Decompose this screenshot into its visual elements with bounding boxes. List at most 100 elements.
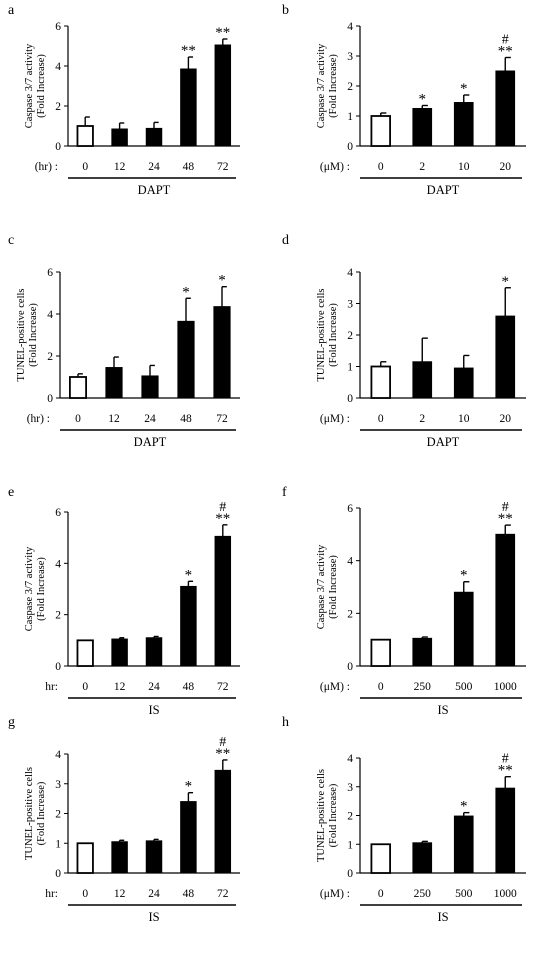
panel-letter: f [282,485,287,500]
panel-letter: h [282,715,289,730]
y-tick-label: 6 [347,503,353,515]
panel-b: b Caspase 3/7 activity(Fold Increase) 0 1 2 3… [282,3,526,197]
x-tick-label: 12 [108,413,120,425]
bar [145,840,163,874]
significance-mark: * [460,799,468,815]
significance-mark: * [419,92,427,108]
bar [76,125,94,147]
panel-letter: c [8,233,14,248]
significance-mark: * [218,273,226,289]
y-tick-label: 4 [55,749,61,761]
y-tick-label: 1 [347,111,353,123]
y-tick-label: 2 [347,81,353,93]
bar [177,320,195,399]
x-tick-label: 72 [217,888,229,900]
y-tick-label: 3 [347,51,353,63]
y-tick-label: 6 [47,267,53,279]
y-axis-label-line: TUNEL-positive cells [24,767,35,860]
bar [105,367,123,399]
significance-mark: * [185,779,193,795]
x-tick-label: 12 [114,161,126,173]
bar [453,102,474,147]
significance-mark: ** [181,43,196,59]
x-tick-label: 0 [378,888,384,900]
bar [412,108,433,147]
significance-mark: ** [498,511,513,527]
y-tick-label: 6 [55,21,61,33]
group-label: IS [148,910,159,924]
y-axis-label-line: (Fold Increase) [328,555,339,619]
y-axis-label-line: Caspase 3/7 activity [316,43,327,128]
y-axis-label-line: (Fold Increase) [28,303,39,367]
x-tick-label: 500 [455,681,473,693]
significance-mark: ** [498,44,513,60]
x-unit-label: (μM) : [320,161,350,173]
panel-letter: e [8,485,14,500]
bar [412,842,433,874]
panel-d: d TUNEL-positive cells(Fold Increase) 0 1 2 3… [282,233,526,449]
x-unit-label: (hr) : [35,161,58,173]
hash-mark: # [219,500,226,515]
y-tick-label: 3 [347,782,353,794]
bar [180,585,197,667]
bar [111,841,128,874]
bar [145,127,163,147]
bar [214,535,232,667]
bar [214,769,232,874]
y-axis-label: TUNEL-positive cells(Fold Increase) [316,769,339,862]
x-unit-label: (μM) : [320,413,350,425]
y-axis-label-line: (Fold Increase) [328,783,339,847]
y-tick-label: 4 [347,753,353,765]
x-unit-label: hr: [45,888,58,900]
y-axis-label-line: (Fold Increase) [328,303,339,367]
x-tick-label: 0 [75,413,81,425]
group-label: IS [148,703,159,717]
x-tick-label: 250 [414,888,432,900]
y-tick-label: 1 [347,362,353,374]
bar [145,637,163,667]
y-tick-label: 4 [55,558,61,570]
significance-mark: ** [215,511,230,527]
x-tick-label: 20 [500,413,512,425]
y-axis-label-line: (Fold Increase) [328,54,339,118]
x-tick-label: 2 [419,413,425,425]
bar [370,115,391,147]
x-unit-label: (hr) : [27,413,50,425]
x-tick-label: 48 [180,413,192,425]
y-tick-label: 0 [47,393,53,405]
x-unit-label: (μM) : [320,888,350,900]
bar [453,815,474,874]
bar [495,787,516,874]
x-tick-label: 500 [455,888,473,900]
x-tick-label: 12 [114,888,126,900]
y-tick-label: 3 [55,779,61,791]
y-tick-label: 0 [347,868,353,880]
bar [180,801,197,874]
x-unit-label: (μM) : [320,681,350,693]
y-tick-label: 2 [55,101,61,113]
x-tick-label: 72 [216,413,228,425]
y-tick-label: 4 [347,556,353,568]
y-tick-label: 0 [55,141,61,153]
significance-mark: * [185,567,193,583]
x-tick-label: 10 [458,413,470,425]
y-tick-label: 0 [347,661,353,673]
y-tick-label: 2 [347,608,353,620]
x-tick-label: 48 [183,888,195,900]
bar [111,638,128,667]
y-tick-label: 1 [347,839,353,851]
y-axis-label-line: TUNEL-positive cells [16,288,27,381]
x-tick-label: 0 [378,681,384,693]
bar [412,637,433,667]
x-tick-label: 1000 [494,681,517,693]
x-tick-label: 24 [144,413,156,425]
x-tick-label: 24 [148,888,160,900]
x-tick-label: 12 [114,681,126,693]
x-tick-label: 0 [82,161,88,173]
bar [495,315,516,399]
bar [180,68,197,147]
